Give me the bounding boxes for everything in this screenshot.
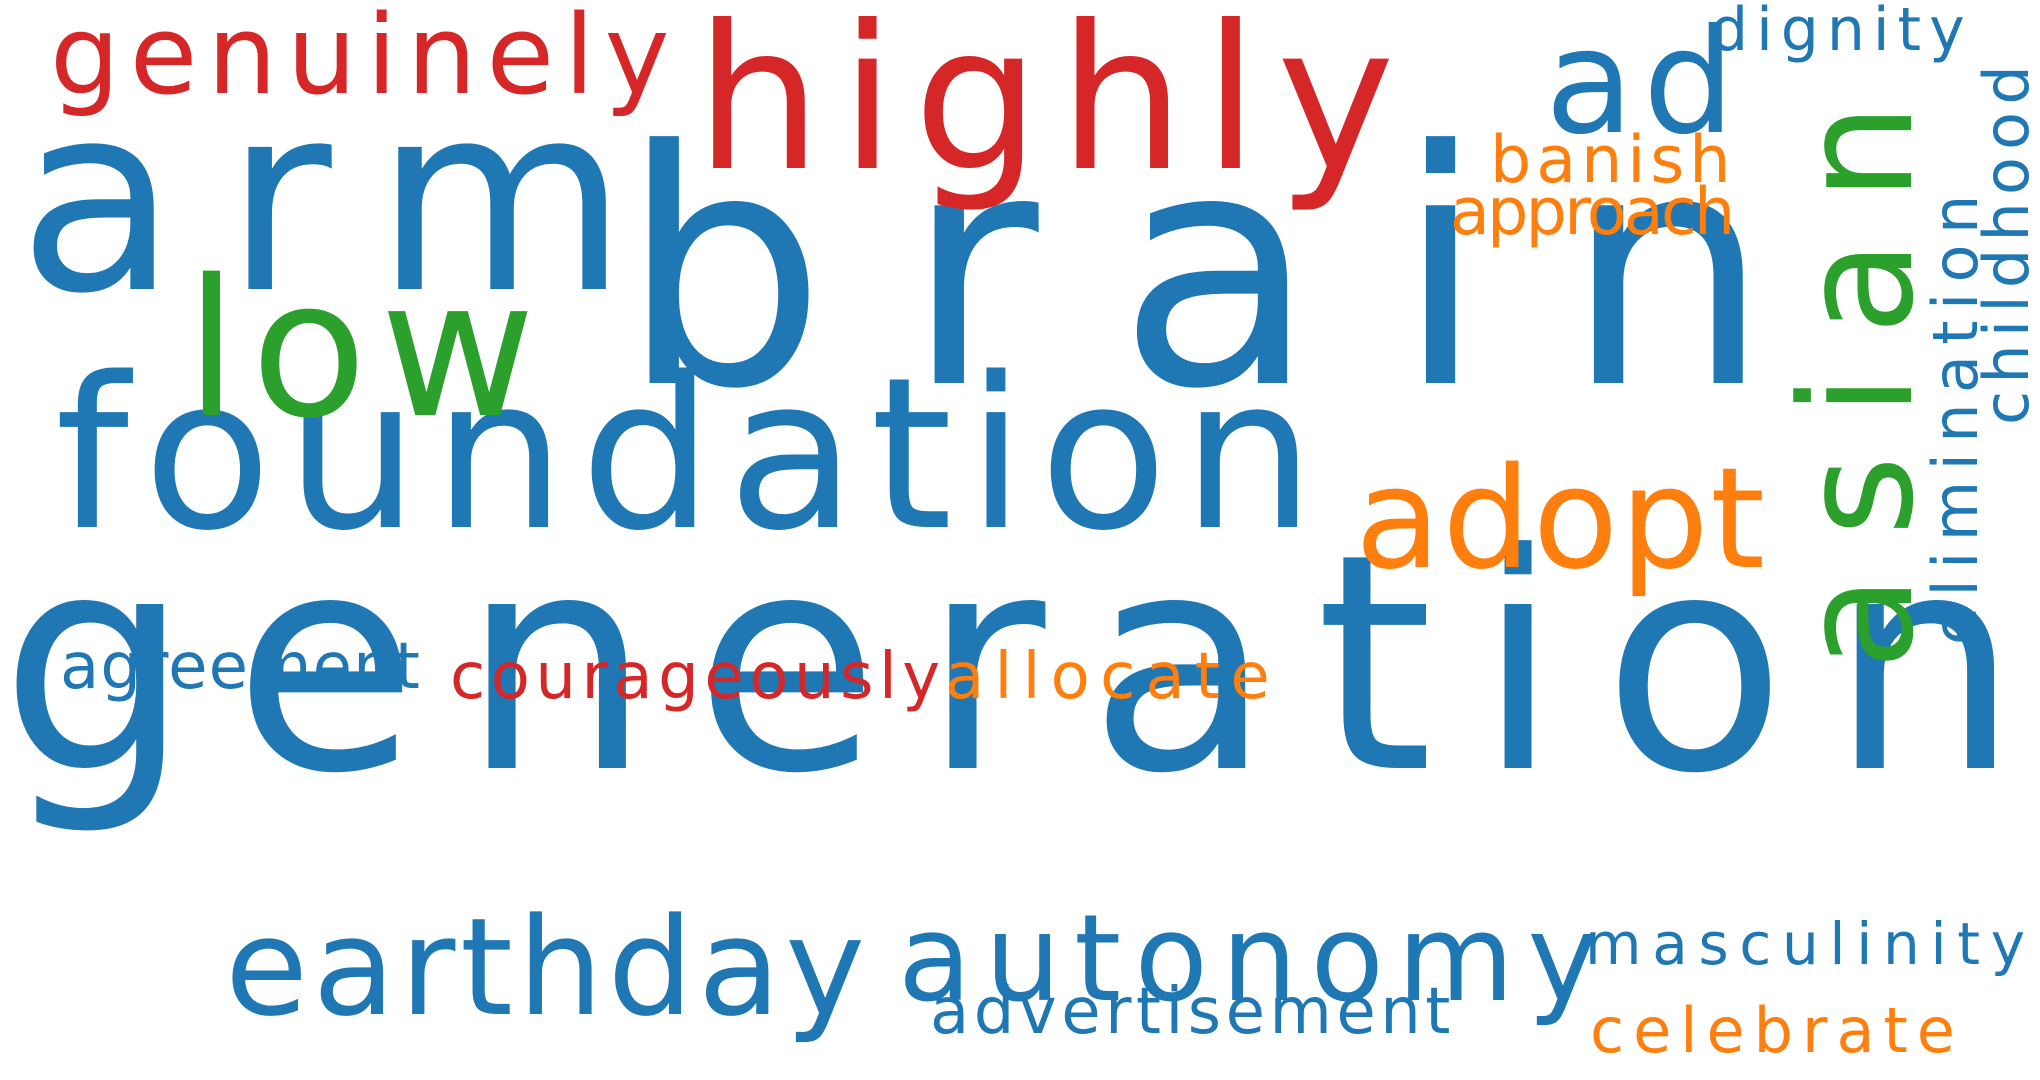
word-advertisement: advertisement <box>930 975 1455 1049</box>
word-dignity: dignity <box>1710 0 1973 65</box>
word-generation: generation <box>0 490 2040 839</box>
word-banish: banish <box>1490 123 1736 198</box>
word-genuinely: genuinely <box>50 0 680 119</box>
word-elimination: elimination <box>1919 184 1992 645</box>
word-ad: ad <box>1545 0 1744 167</box>
word-allocate: allocate <box>945 640 1281 714</box>
word-asian: asian <box>1767 64 1948 670</box>
word-approach: approach <box>1450 175 1735 250</box>
word-agreement: agreement <box>60 630 421 704</box>
word-earthday: earthday <box>225 889 870 1046</box>
word-brain: brain <box>620 81 1850 460</box>
word-autonomy: autonomy <box>898 890 1612 1029</box>
word-masculinity: masculinity <box>1585 910 2036 978</box>
word-highly: highly <box>695 0 1413 216</box>
word-celebrate: celebrate <box>1590 994 1964 1067</box>
word-low: low <box>185 239 549 460</box>
word-arm: arm <box>18 49 676 351</box>
word-adopt: adopt <box>1355 438 1767 601</box>
word-foundation: foundation <box>55 332 1329 577</box>
word-courageously: courageously <box>450 640 946 714</box>
